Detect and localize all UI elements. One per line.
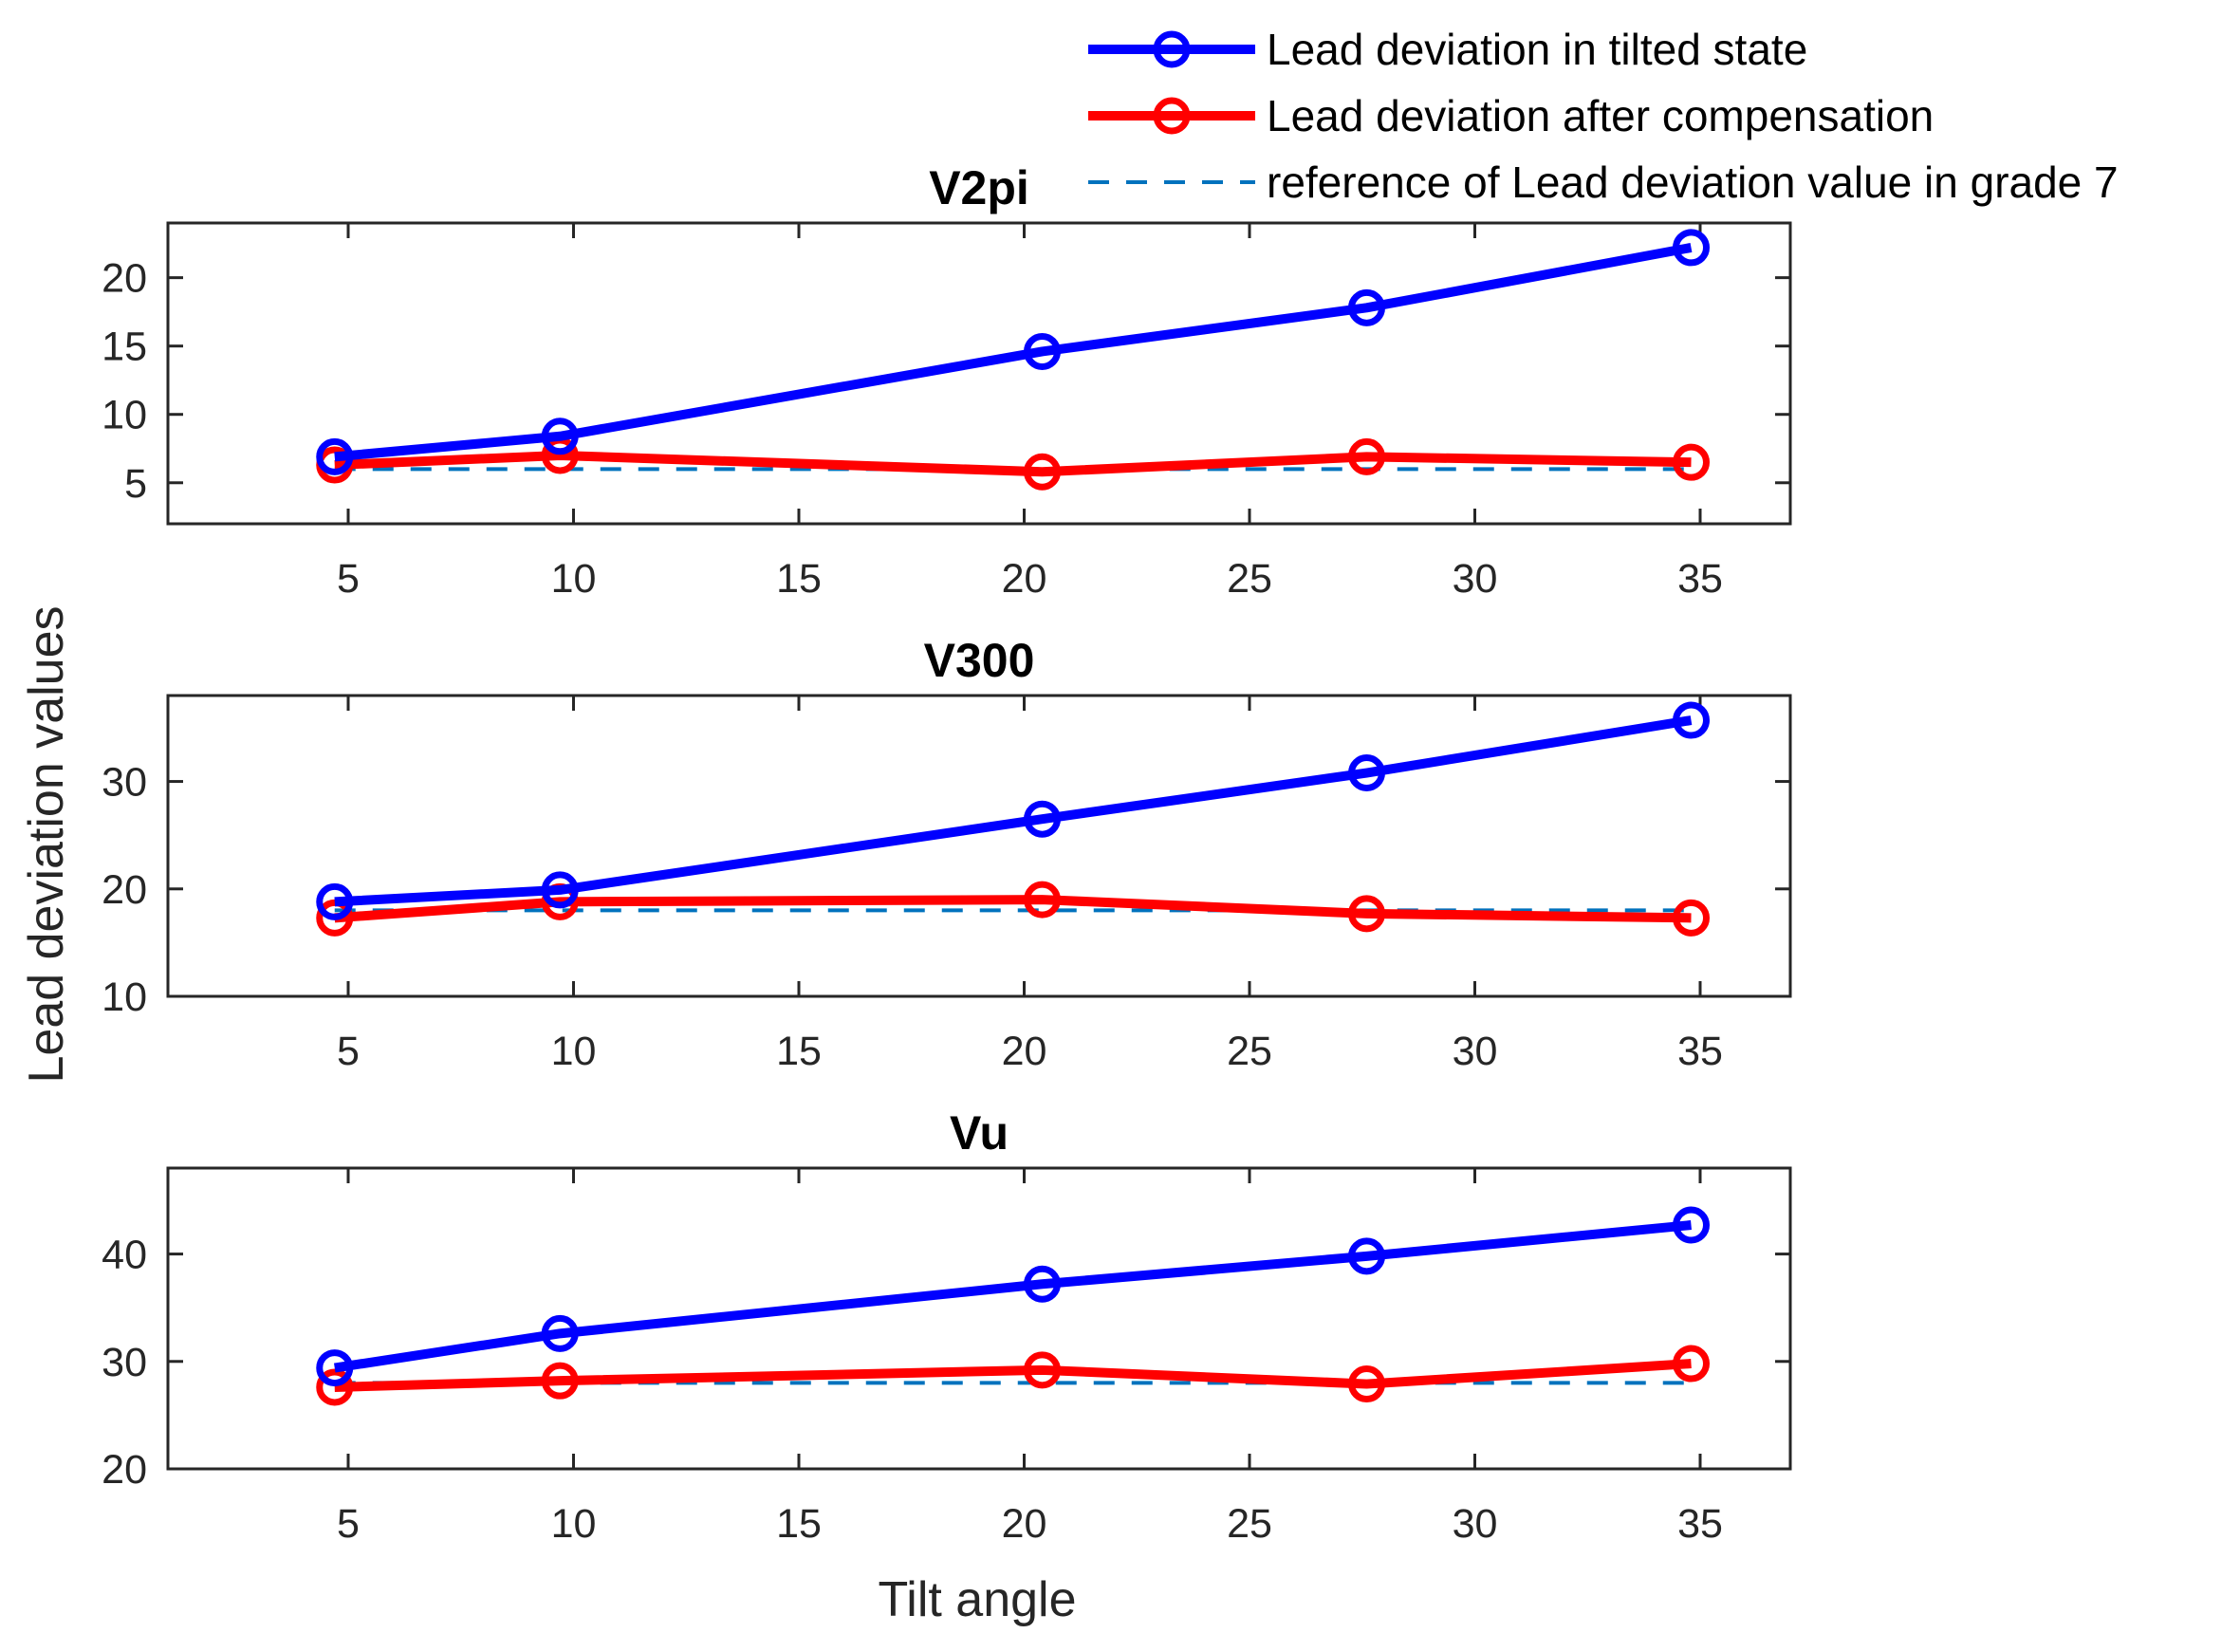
- data-point-compensated: [1024, 881, 1061, 919]
- x-tick-label: 25: [1227, 556, 1272, 602]
- data-point-tilted: [1024, 1265, 1061, 1303]
- x-tick-label: 10: [551, 556, 597, 602]
- data-point-tilted: [1348, 1237, 1385, 1275]
- x-tick-label: 30: [1453, 1029, 1498, 1074]
- legend-marker: [1153, 30, 1191, 68]
- legend-label: Lead deviation in tilted state: [1267, 25, 1807, 74]
- y-tick-label: 20: [102, 256, 147, 302]
- x-tick-label: 30: [1453, 1501, 1498, 1547]
- series-line-tilted: [334, 715, 1693, 907]
- data-point-tilted: [316, 437, 354, 475]
- data-point-tilted: [1348, 754, 1385, 792]
- x-tick-label: 30: [1453, 556, 1498, 602]
- data-point-compensated: [1348, 1365, 1385, 1403]
- y-tick-label: 30: [102, 1340, 147, 1385]
- subplot-v300: 5 10 15 20 25 30 35 10 20 30 V300: [102, 634, 1792, 1074]
- data-point-compensated: [1024, 1351, 1061, 1389]
- x-tick-label: 35: [1677, 1501, 1723, 1547]
- x-tick-label: 20: [1002, 1501, 1047, 1547]
- series-line-tilted: [333, 1220, 1692, 1373]
- y-tick-label: 20: [102, 867, 147, 913]
- data-point-tilted: [1673, 701, 1710, 739]
- data-point-tilted: [1673, 229, 1710, 267]
- x-tick-label: 5: [337, 556, 360, 602]
- data-point-tilted: [316, 882, 354, 920]
- x-tick-label: 15: [776, 1501, 822, 1547]
- data-point-tilted: [316, 1349, 354, 1387]
- x-tick-label: 10: [551, 1501, 597, 1547]
- data-point-tilted: [1673, 1206, 1710, 1244]
- data-point-tilted: [541, 871, 579, 909]
- x-tick-label: 25: [1227, 1501, 1272, 1547]
- panel-title: V2pi: [929, 161, 1029, 214]
- x-tick-label: 35: [1677, 556, 1723, 602]
- data-point-compensated: [1348, 437, 1385, 475]
- legend-entry: Lead deviation in tilted state: [1088, 25, 1807, 74]
- data-point-compensated: [316, 1368, 354, 1406]
- series-line-tilted: [334, 243, 1693, 462]
- x-tick-label: 5: [337, 1029, 360, 1074]
- legend-label: Lead deviation after compensation: [1267, 91, 1934, 140]
- panel-title: V300: [924, 634, 1035, 687]
- legend-entry: Lead deviation after compensation: [1088, 91, 1934, 140]
- legend-label: reference of Lead deviation value in gra…: [1267, 158, 2119, 207]
- subplots: 5 10 15 20 25 30 35 5 10 15 20 V2pi 5 10 15 20 25 30 35 10 2…: [102, 161, 1792, 1547]
- data-point-compensated: [1024, 453, 1061, 491]
- y-tick-label: 10: [102, 974, 147, 1020]
- data-point-tilted: [1024, 332, 1061, 370]
- x-axis-label: Tilt angle: [878, 1572, 1076, 1627]
- subplot-v2pi: 5 10 15 20 25 30 35 5 10 15 20 V2pi: [102, 161, 1792, 602]
- y-tick-label: 40: [102, 1233, 147, 1278]
- data-point-compensated: [1673, 899, 1710, 937]
- y-axis-label: Lead deviation values: [19, 605, 74, 1083]
- series-line-compensated: [334, 450, 1692, 477]
- x-tick-label: 20: [1002, 556, 1047, 602]
- data-point-tilted: [1024, 800, 1061, 838]
- series-line-compensated: [334, 1359, 1692, 1392]
- x-tick-label: 10: [551, 1029, 597, 1074]
- axes-box: [166, 1166, 1792, 1471]
- y-tick-label: 10: [102, 393, 147, 438]
- x-tick-label: 5: [337, 1501, 360, 1547]
- x-tick-label: 35: [1677, 1029, 1723, 1074]
- panel-title: Vu: [950, 1106, 1009, 1160]
- x-tick-label: 15: [776, 556, 822, 602]
- x-tick-label: 25: [1227, 1029, 1272, 1074]
- data-point-tilted: [1348, 288, 1385, 326]
- data-point-compensated: [1673, 443, 1710, 481]
- axes-box: [166, 221, 1792, 526]
- subplot-vu: 5 10 15 20 25 30 35 20 30 40 Vu: [102, 1106, 1792, 1547]
- y-tick-label: 5: [124, 461, 147, 507]
- x-tick-label: 15: [776, 1029, 822, 1074]
- y-tick-label: 30: [102, 760, 147, 806]
- legend-entry: reference of Lead deviation value in gra…: [1088, 158, 2119, 207]
- y-tick-label: 20: [102, 1447, 147, 1493]
- x-tick-label: 20: [1002, 1029, 1047, 1074]
- data-point-compensated: [541, 1362, 579, 1400]
- y-tick-label: 15: [102, 325, 147, 370]
- data-point-tilted: [541, 1314, 579, 1352]
- data-point-compensated: [316, 899, 354, 937]
- data-point-compensated: [1673, 1345, 1710, 1383]
- data-point-compensated: [1348, 895, 1385, 933]
- series-line-compensated: [334, 895, 1692, 923]
- data-point-tilted: [541, 418, 579, 455]
- legend: Lead deviation in tilted state Lead devia…: [1088, 25, 2119, 207]
- axes-box: [166, 694, 1792, 998]
- legend-marker: [1153, 97, 1191, 135]
